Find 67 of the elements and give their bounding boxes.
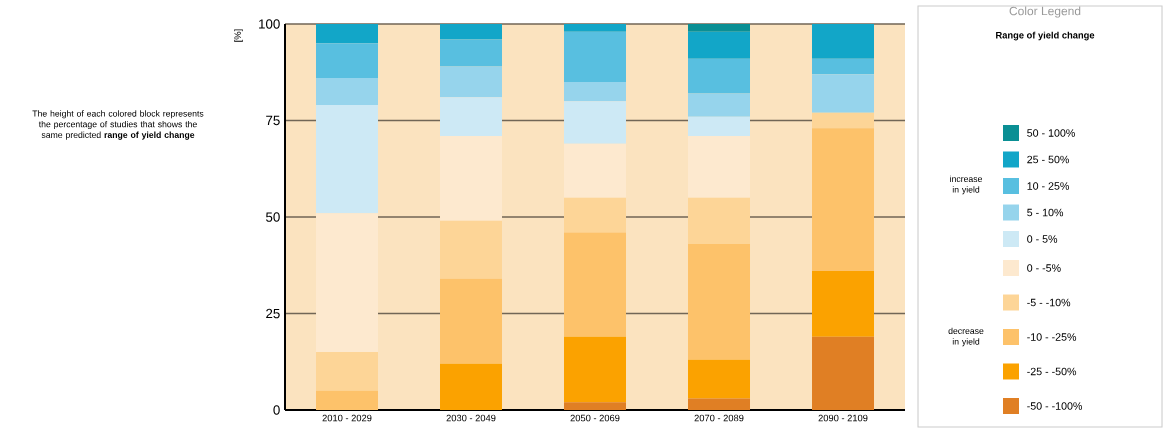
x-tick-label: 2050 - 2069 <box>570 414 620 422</box>
bar <box>316 43 379 79</box>
bar <box>812 336 875 410</box>
text: Range of yield change <box>996 31 1095 41</box>
bar <box>440 220 503 279</box>
bar <box>812 128 875 272</box>
bar <box>812 58 875 75</box>
y-tick-label: 0 <box>273 405 280 415</box>
legend-label: 50 - 100% <box>1027 129 1075 137</box>
legend-label: -25 - -50% <box>1027 367 1077 376</box>
bar <box>688 244 751 360</box>
bar <box>316 213 379 353</box>
bar <box>316 78 379 106</box>
y-axis-title: [%] <box>234 29 243 42</box>
bar <box>564 143 627 198</box>
bar <box>440 66 503 98</box>
text: increase in yield <box>950 175 982 195</box>
bar <box>440 39 503 67</box>
legend-label: 0 - -5% <box>1027 264 1061 272</box>
bar <box>440 278 503 364</box>
bar <box>440 24 503 40</box>
bar <box>688 398 751 410</box>
bar <box>688 197 751 245</box>
bar <box>688 24 751 32</box>
bar <box>688 31 751 59</box>
bar <box>316 105 379 214</box>
bar <box>564 24 627 32</box>
legend-label: 10 - 25% <box>1027 182 1070 190</box>
bar <box>564 81 627 102</box>
x-tick-label: 2090 - 2109 <box>818 414 868 422</box>
x-tick-label: 2070 - 2089 <box>694 414 744 422</box>
bar <box>440 363 503 410</box>
x-tick-label: 2010 - 2029 <box>322 414 372 422</box>
legend-label: -50 - -100% <box>1027 402 1083 410</box>
bar <box>812 112 875 129</box>
bar <box>688 359 751 399</box>
y-tick-label: 25 <box>266 308 280 319</box>
bar <box>440 97 503 136</box>
bar <box>812 24 875 59</box>
x-tick-label: 2030 - 2049 <box>446 414 496 422</box>
y-tick-label: 75 <box>266 115 280 126</box>
bar <box>564 31 627 82</box>
legend-label: 0 - 5% <box>1027 235 1058 243</box>
bar <box>316 390 379 410</box>
text: decrease in yield <box>948 327 984 347</box>
bar <box>564 101 627 144</box>
bar <box>688 135 751 198</box>
bar <box>812 271 875 337</box>
bar <box>688 116 751 136</box>
legend-label: 25 - 50% <box>1027 155 1070 164</box>
legend-label: 5 - 10% <box>1027 208 1064 217</box>
y-tick-label: 100 <box>259 19 280 29</box>
bar <box>564 232 627 337</box>
legend-label: -5 - -10% <box>1027 298 1071 307</box>
bar <box>316 352 379 391</box>
bar <box>688 58 751 94</box>
bar <box>812 74 875 113</box>
bar <box>564 197 627 233</box>
bar <box>564 402 627 410</box>
bar <box>688 93 751 117</box>
text: The height of each colored block represents the percentage of studies that shows the same predicted range of yield change <box>32 110 204 140</box>
bar <box>440 135 503 221</box>
bar <box>316 24 379 44</box>
y-tick-label: 50 <box>266 212 280 222</box>
bar <box>564 336 627 403</box>
legend-label: -10 - -25% <box>1027 333 1077 341</box>
legend-title: Color Legend <box>1009 6 1081 18</box>
